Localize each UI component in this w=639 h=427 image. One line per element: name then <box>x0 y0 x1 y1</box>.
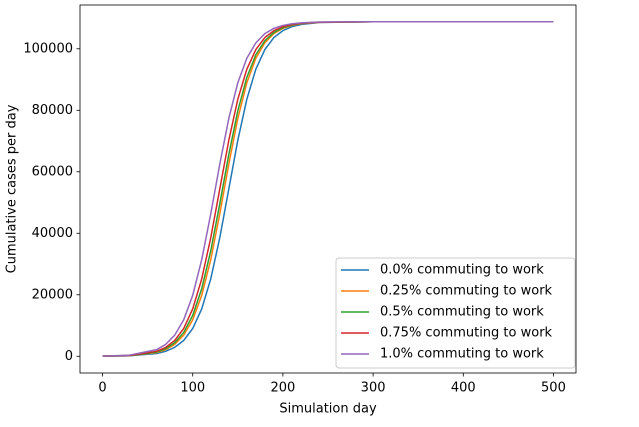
series-line <box>102 20 554 357</box>
legend-label: 0.25% commuting to work <box>380 284 553 299</box>
legend-label: 1.0% commuting to work <box>380 347 544 362</box>
x-tick-label: 0 <box>98 381 106 396</box>
legend-label: 0.5% commuting to work <box>380 305 544 320</box>
legend-box <box>335 257 576 369</box>
y-tick-label: 60000 <box>32 164 73 179</box>
y-axis-label: Cumulative cases per day <box>5 104 20 273</box>
x-tick-label: 500 <box>541 381 566 396</box>
legend-label: 0.0% commuting to work <box>380 263 544 278</box>
x-tick-label: 100 <box>180 381 205 396</box>
y-tick-label: 20000 <box>32 287 73 302</box>
x-tick-label: 200 <box>270 381 295 396</box>
y-tick-label: 40000 <box>32 226 73 241</box>
y-tick-label: 80000 <box>32 103 73 118</box>
x-tick-label: 300 <box>361 381 386 396</box>
x-tick-label: 400 <box>451 381 476 396</box>
axes-frame <box>79 4 577 374</box>
legend-label: 0.75% commuting to work <box>380 326 553 341</box>
y-tick-label: 0 <box>65 349 73 364</box>
y-tick-label: 100000 <box>23 41 73 56</box>
x-axis-label: Simulation day <box>279 402 377 417</box>
